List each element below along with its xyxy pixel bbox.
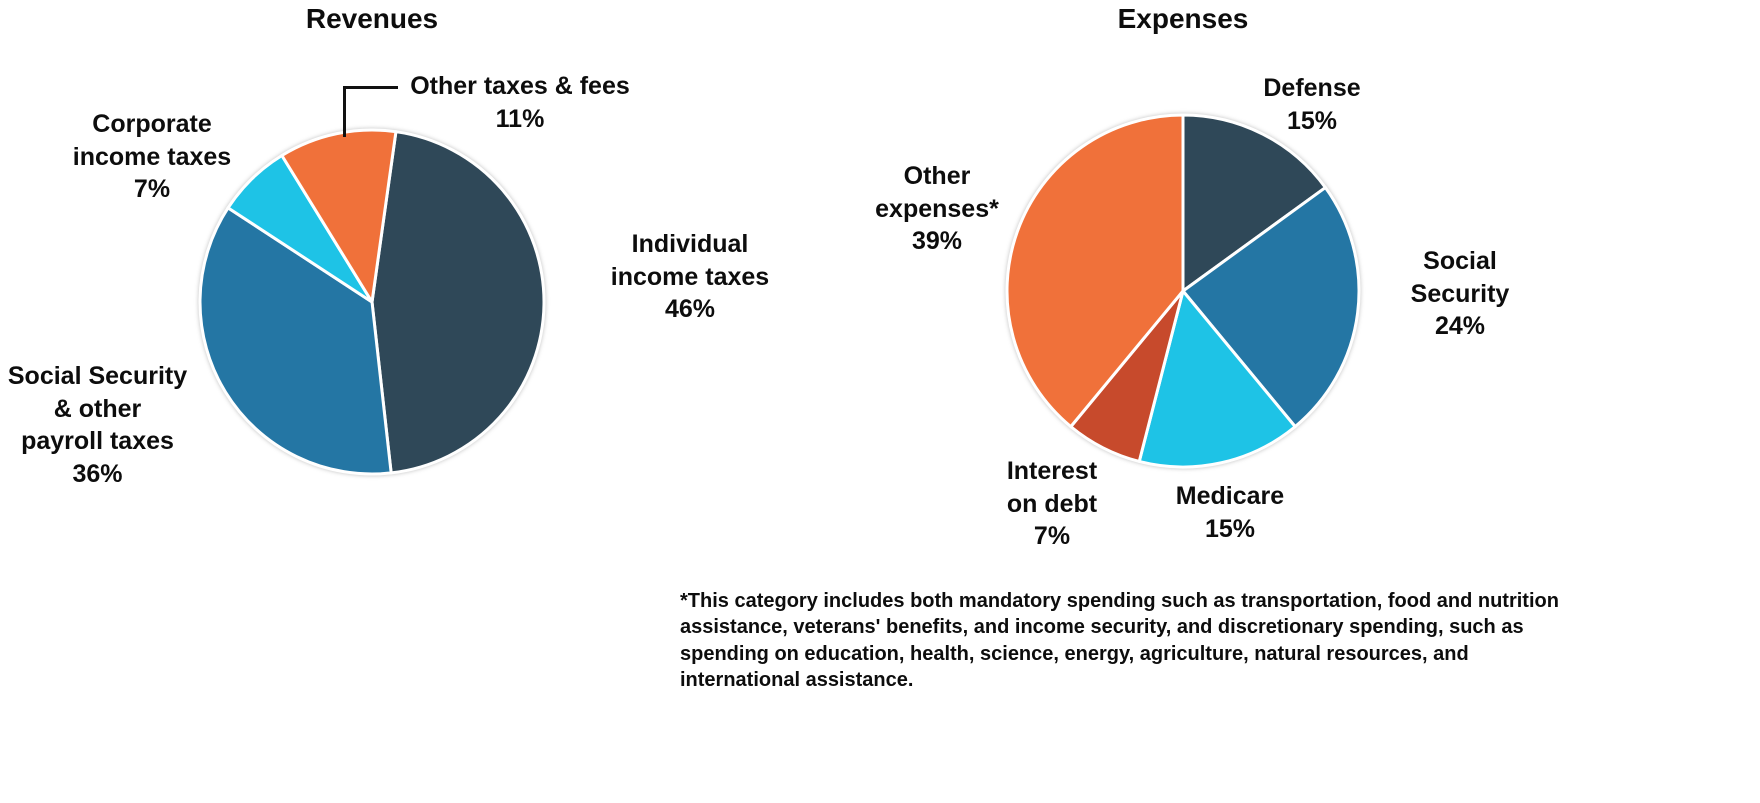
- label-payroll-taxes: Social Security & other payroll taxes 36…: [7, 362, 188, 488]
- pie-slice-payroll-taxes: [198, 206, 393, 476]
- label-corporate-income-taxes: Corporate income taxes 7%: [72, 110, 232, 203]
- pie-slice-other-expenses: [1005, 113, 1185, 429]
- revenues-chart-title: Revenues: [305, 3, 439, 34]
- label-interest-on-debt: Interest on debt 7%: [1006, 457, 1098, 550]
- label-other-expenses: Other expenses* 39%: [875, 162, 999, 255]
- pie-slice-defense: [1181, 113, 1327, 293]
- label-defense: Defense 15%: [1263, 74, 1361, 135]
- pie-slice-medicare: [1137, 289, 1297, 469]
- footnote: *This category includes both mandatory s…: [680, 590, 1559, 692]
- pie-slice-individual-income-taxes: [370, 130, 546, 475]
- label-individual-income-taxes: Individual income taxes 46%: [610, 230, 770, 323]
- leader-line-other-taxes: [343, 86, 398, 137]
- pie-slice-social-security: [1181, 186, 1361, 429]
- expenses-pie: [1005, 113, 1361, 469]
- expenses-chart-title: Expenses: [1117, 3, 1249, 34]
- label-medicare: Medicare 15%: [1175, 482, 1285, 543]
- pie-slice-other-taxes-fees: [280, 128, 398, 304]
- revenues-pie: [198, 128, 546, 476]
- label-social-security: Social Security 24%: [1410, 247, 1510, 340]
- label-other-taxes-fees: Other taxes & fees 11%: [410, 72, 630, 133]
